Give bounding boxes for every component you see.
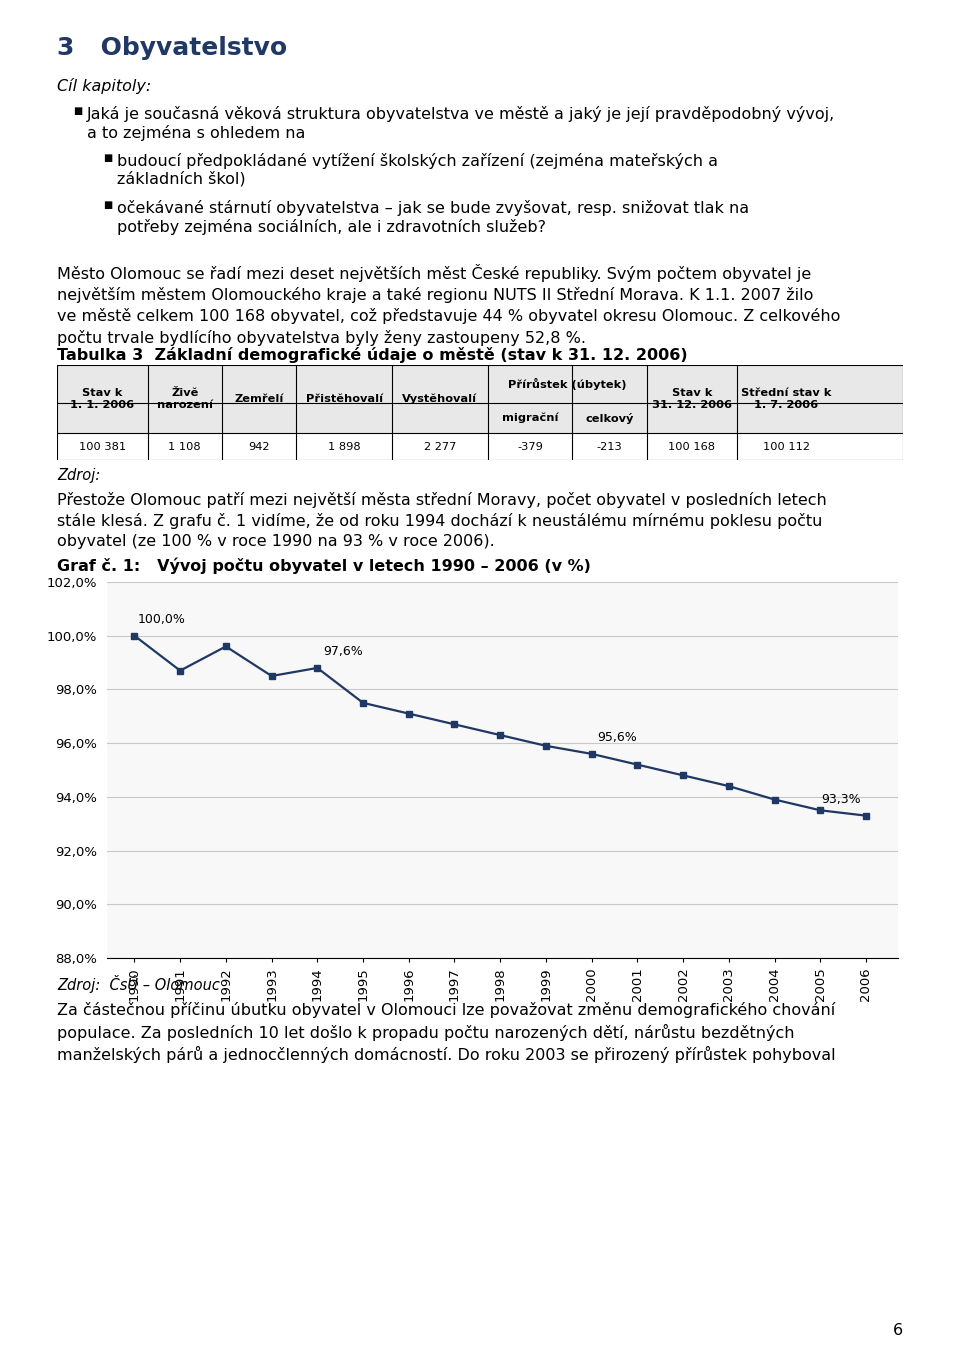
Text: 95,6%: 95,6% [597,731,637,744]
Text: Přírůstek (úbytek): Přírůstek (úbytek) [508,378,626,390]
Text: ■: ■ [103,200,112,209]
Text: 1 108: 1 108 [168,442,201,451]
Text: celkový: celkový [586,412,634,424]
Text: Vystěhovalí: Vystěhovalí [402,394,477,404]
Text: -379: -379 [517,442,542,451]
Text: ■: ■ [103,153,112,163]
Text: Zdroj:: Zdroj: [57,467,100,484]
Text: Přistěhovalí: Přistěhovalí [305,394,383,404]
Text: Jaká je současná věková struktura obyvatelstva ve městě a jaký je její pravděpod: Jaká je současná věková struktura obyvat… [87,105,835,141]
Text: Stav k
31. 12. 2006: Stav k 31. 12. 2006 [652,388,732,409]
Text: Stav k
1. 1. 2006: Stav k 1. 1. 2006 [70,388,134,409]
Text: 100 112: 100 112 [763,442,809,451]
Text: 100,0%: 100,0% [137,613,185,626]
Text: Přestože Olomouc patří mezi největší města střední Moravy, počet obyvatel v posl: Přestože Olomouc patří mezi největší měs… [57,492,827,549]
Text: Živě
narození: Živě narození [156,388,213,409]
Text: ■: ■ [73,105,83,116]
Text: 2 277: 2 277 [423,442,456,451]
Text: 3   Obyvatelstvo: 3 Obyvatelstvo [57,36,287,59]
Text: 1 898: 1 898 [328,442,361,451]
Text: Graf č. 1:   Vývoj počtu obyvatel v letech 1990 – 2006 (v %): Graf č. 1: Vývoj počtu obyvatel v letech… [57,558,590,574]
Text: Cíl kapitoly:: Cíl kapitoly: [57,78,152,95]
Text: Za částečnou příčinu úbutku obyvatel v Olomouci lze považovat změnu demografické: Za částečnou příčinu úbutku obyvatel v O… [57,1002,835,1063]
Text: Zemřelí: Zemřelí [234,394,284,404]
Text: 942: 942 [249,442,270,451]
Text: 93,3%: 93,3% [821,793,860,807]
Bar [57,365,903,434]
Text: očekávané stárnutí obyvatelstva – jak se bude zvyšovat, resp. snižovat tlak na
p: očekávané stárnutí obyvatelstva – jak se… [117,200,749,235]
Text: 100 168: 100 168 [668,442,715,451]
Text: Střední stav k
1. 7. 2006: Střední stav k 1. 7. 2006 [741,388,831,409]
Text: Zdroj:  ČsÚ – Olomouc: Zdroj: ČsÚ – Olomouc [57,975,220,993]
Text: Tabulka 3  Základní demografické údaje o městě (stav k 31. 12. 2006): Tabulka 3 Základní demografické údaje o … [57,347,687,363]
Text: 100 381: 100 381 [79,442,126,451]
Text: -213: -213 [596,442,622,451]
Text: Město Olomouc se řadí mezi deset největších měst České republiky. Svým počtem ob: Město Olomouc se řadí mezi deset největš… [57,263,840,346]
Text: budoucí předpokládané vytížení školských zařízení (zejména mateřských a
základní: budoucí předpokládané vytížení školských… [117,153,718,186]
Text: migrační: migrační [502,413,558,423]
Text: 97,6%: 97,6% [323,646,363,658]
Text: 6: 6 [893,1323,903,1337]
